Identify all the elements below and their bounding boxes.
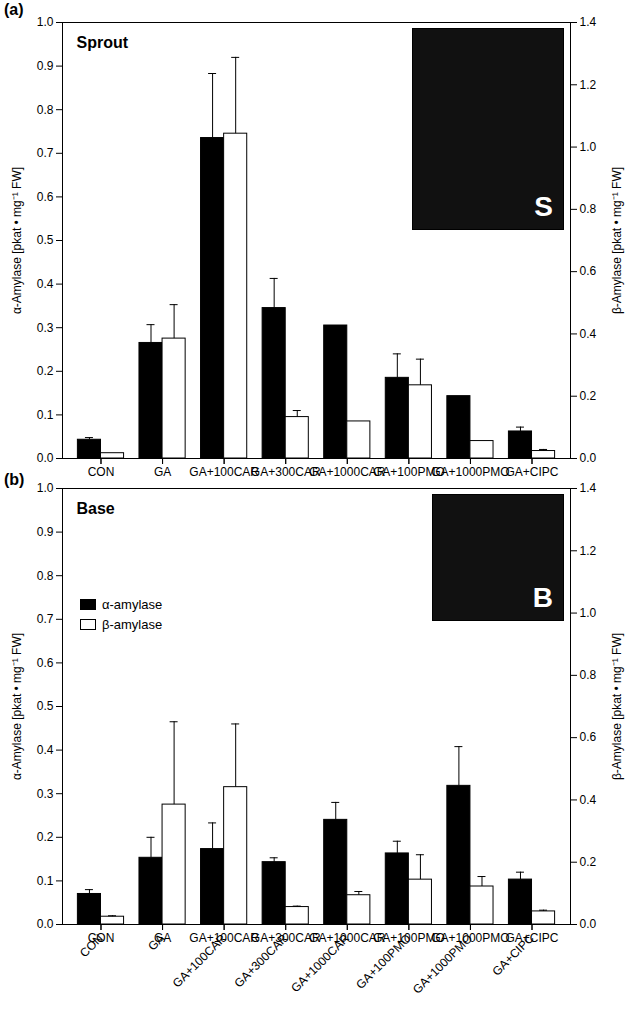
svg-text:GA+CIPC: GA+CIPC	[506, 465, 559, 479]
svg-text:0.7: 0.7	[37, 612, 54, 626]
svg-text:0.4: 0.4	[37, 277, 54, 291]
svg-text:1.0: 1.0	[580, 606, 597, 620]
svg-text:Base: Base	[77, 500, 115, 517]
svg-text:0.0: 0.0	[37, 917, 54, 931]
svg-text:0.9: 0.9	[37, 59, 54, 73]
html-text:B: B	[532, 582, 553, 613]
svg-text:1.0: 1.0	[37, 481, 54, 495]
svg-text:GA+1000PMO: GA+1000PMO	[431, 465, 509, 479]
svg-text:β-Amylase [pkat • mg⁻¹ FW]: β-Amylase [pkat • mg⁻¹ FW]	[610, 167, 624, 314]
svg-text:0.0: 0.0	[37, 451, 54, 465]
svg-text:1.4: 1.4	[580, 15, 597, 29]
svg-text:GA+300CAR: GA+300CAR	[231, 931, 291, 991]
svg-text:CON: CON	[88, 465, 115, 479]
svg-text:0.4: 0.4	[37, 743, 54, 757]
svg-text:0.2: 0.2	[37, 830, 54, 844]
html-text:α-amylase: α-amylase	[102, 597, 163, 612]
svg-text:GA+300CAR: GA+300CAR	[250, 465, 321, 479]
svg-text:0.2: 0.2	[37, 364, 54, 378]
svg-text:0.8: 0.8	[580, 668, 597, 682]
svg-text:CON: CON	[77, 931, 106, 960]
svg-text:0.9: 0.9	[37, 525, 54, 539]
svg-text:GA+CIPC: GA+CIPC	[506, 931, 559, 945]
svg-text:0.2: 0.2	[580, 389, 597, 403]
svg-text:0.4: 0.4	[580, 793, 597, 807]
svg-text:0.5: 0.5	[37, 699, 54, 713]
svg-text:1.4: 1.4	[580, 481, 597, 495]
svg-text:GA+CIPC: GA+CIPC	[489, 931, 537, 979]
svg-text:GA+100CAR: GA+100CAR	[189, 931, 259, 945]
svg-text:Sprout: Sprout	[77, 34, 129, 51]
svg-text:GA+1000PMO: GA+1000PMO	[431, 931, 509, 945]
svg-text:β-Amylase [pkat • mg⁻¹ FW]: β-Amylase [pkat • mg⁻¹ FW]	[610, 633, 624, 780]
html-text:(b): (b)	[4, 471, 25, 488]
svg-text:0.3: 0.3	[37, 787, 54, 801]
svg-text:0.1: 0.1	[37, 874, 54, 888]
svg-text:GA+1000CAR: GA+1000CAR	[288, 931, 353, 996]
svg-text:0.5: 0.5	[37, 233, 54, 247]
svg-text:0.2: 0.2	[580, 855, 597, 869]
svg-text:1.0: 1.0	[37, 15, 54, 29]
svg-text:GA+100PMO: GA+100PMO	[373, 465, 445, 479]
svg-text:GA+1000PMO: GA+1000PMO	[410, 931, 476, 997]
svg-text:GA+100CAR: GA+100CAR	[169, 931, 229, 991]
svg-text:0.6: 0.6	[580, 264, 597, 278]
svg-text:GA+100PMO: GA+100PMO	[353, 931, 414, 992]
svg-text:0.3: 0.3	[37, 321, 54, 335]
svg-text:α-Amylase [pkat • mg⁻¹ FW]: α-Amylase [pkat • mg⁻¹ FW]	[10, 633, 24, 780]
svg-text:0.8: 0.8	[580, 202, 597, 216]
svg-text:α-Amylase [pkat • mg⁻¹ FW]: α-Amylase [pkat • mg⁻¹ FW]	[10, 167, 24, 314]
svg-text:GA+100CAR: GA+100CAR	[189, 465, 259, 479]
svg-text:GA+1000CAR: GA+1000CAR	[309, 465, 386, 479]
svg-text:1.2: 1.2	[580, 544, 597, 558]
svg-text:CON: CON	[88, 931, 115, 945]
svg-text:0.0: 0.0	[580, 451, 597, 465]
html-text:(a): (a)	[4, 1, 24, 18]
svg-text:1.2: 1.2	[580, 78, 597, 92]
svg-text:0.7: 0.7	[37, 146, 54, 160]
svg-text:0.6: 0.6	[580, 730, 597, 744]
svg-text:GA: GA	[154, 465, 171, 479]
svg-text:1.0: 1.0	[580, 140, 597, 154]
svg-text:0.0: 0.0	[580, 917, 597, 931]
svg-text:0.8: 0.8	[37, 103, 54, 117]
svg-text:0.8: 0.8	[37, 569, 54, 583]
svg-text:GA: GA	[154, 931, 171, 945]
svg-text:0.6: 0.6	[37, 190, 54, 204]
svg-text:0.1: 0.1	[37, 408, 54, 422]
svg-text:0.6: 0.6	[37, 656, 54, 670]
svg-text:0.4: 0.4	[580, 327, 597, 341]
html-text:β-amylase: β-amylase	[102, 617, 163, 632]
html-text:S: S	[534, 191, 553, 222]
